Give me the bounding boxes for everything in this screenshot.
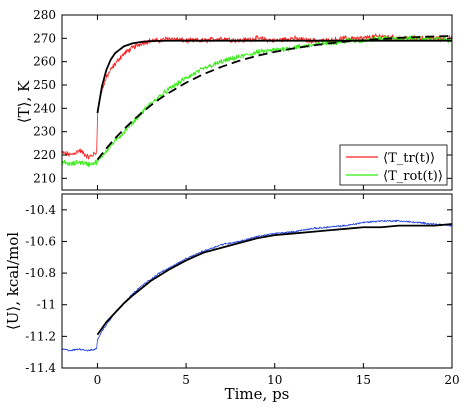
temperature-series-group [62,33,452,168]
temperature-y-tick-label: 270 [33,31,56,45]
energy-series-group [62,219,452,352]
energy-x-tick-label: 15 [356,373,371,387]
legend-entry-rotational: ⟨T_rot(t)⟩ [383,169,443,184]
temperature-y-tick-label: 250 [33,78,56,92]
energy-axes-frame [61,193,453,369]
temperature-y-tick-label: 220 [33,148,56,162]
temperature-y-tick-label: 210 [33,171,56,185]
energy-y-tick-label: -11.4 [25,361,56,375]
energy-y-axis-label: ⟨U⟩, kcal/mol [4,232,22,330]
energy-y-tick-label: -10.4 [25,203,56,217]
energy-y-tick-label: -10.8 [25,266,56,280]
energy-panel: 0 5 10 15 20 -11.4 -11.2 -11 -10.8 -10.6 -10.4 ⟨U⟩… [4,193,460,403]
x-axis-label: Time, ps [225,385,290,403]
temperature-y-tick-label: 260 [33,55,56,69]
temperature-series-3-line [96,35,452,161]
energy-series-1-line [96,223,452,336]
temperature-axes-frame [61,14,453,191]
temperature-panel: 210 220 230 240 250 260 270 280 ⟨T⟩, K ⟨T_tr(t)… [15,8,453,191]
energy-series-0-line [62,219,452,352]
energy-x-tick-label: 10 [267,373,282,387]
temperature-y-axis-label: ⟨T⟩, K [15,80,33,123]
temperature-series-2-line [96,39,452,114]
energy-y-tick-label: -10.6 [25,234,56,248]
legend: ⟨T_tr(t)⟩ ⟨T_rot(t)⟩ [339,144,448,186]
temperature-y-tick-label: 280 [33,8,56,22]
energy-y-tick-label: -11.2 [25,329,56,343]
legend-box [339,144,448,186]
temperature-ticks: 210 220 230 240 250 260 270 280 [33,8,453,190]
temperature-y-tick-label: 230 [33,125,56,139]
legend-entry-translational: ⟨T_tr(t)⟩ [383,151,435,166]
temperature-y-tick-label: 240 [33,101,56,115]
energy-x-tick-label: 20 [444,373,459,387]
energy-x-tick-label: 0 [94,373,102,387]
energy-ticks: 0 5 10 15 20 -11.4 -11.2 -11 -10.8 -10.6 -10.4 [25,194,460,387]
temperature-series-1-line [62,35,452,168]
energy-y-tick-label: -11 [37,298,56,312]
energy-x-tick-label: 5 [182,373,190,387]
